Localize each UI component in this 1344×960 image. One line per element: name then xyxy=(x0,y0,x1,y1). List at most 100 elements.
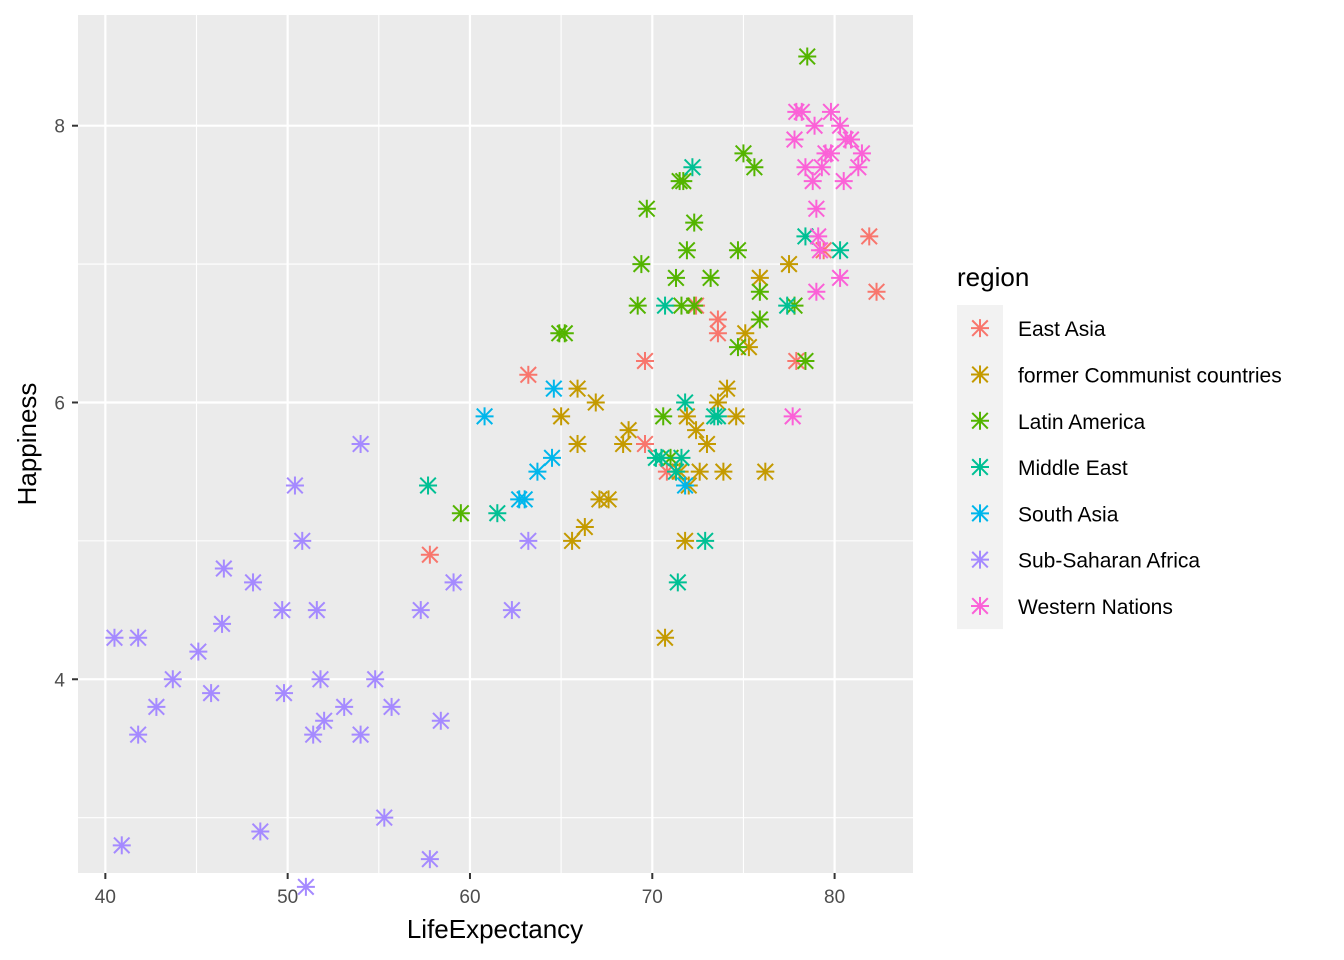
data-point xyxy=(555,324,574,343)
data-point xyxy=(718,379,737,398)
x-tick-label: 60 xyxy=(459,887,480,908)
legend-key-icon xyxy=(971,411,989,430)
data-point xyxy=(750,282,769,301)
data-point xyxy=(756,462,775,481)
data-point xyxy=(112,836,131,855)
data-point xyxy=(860,227,879,246)
x-tick-label: 50 xyxy=(277,887,298,908)
data-point xyxy=(488,504,507,523)
data-point xyxy=(628,296,647,315)
legend-key-icon xyxy=(971,365,989,384)
data-point xyxy=(728,241,747,260)
data-point xyxy=(251,822,270,841)
data-point xyxy=(656,296,675,315)
data-point xyxy=(213,614,232,633)
data-point xyxy=(668,573,687,592)
data-point xyxy=(685,213,704,232)
data-point xyxy=(335,697,354,716)
data-point xyxy=(502,601,521,620)
data-point xyxy=(568,435,587,453)
data-point xyxy=(586,393,605,412)
data-point xyxy=(202,684,221,703)
axes: 40 50 60 70 80 4 6 8 xyxy=(54,117,845,908)
data-point xyxy=(849,158,868,177)
data-point xyxy=(831,268,850,287)
data-point xyxy=(780,255,799,274)
data-point xyxy=(714,462,733,481)
legend-label: Western Nations xyxy=(1018,596,1173,619)
data-point xyxy=(285,476,304,495)
data-point xyxy=(685,296,704,315)
data-point xyxy=(189,642,208,661)
data-point xyxy=(727,407,746,426)
legend-key-icon xyxy=(971,319,989,338)
data-point xyxy=(683,158,702,177)
data-point xyxy=(563,531,582,550)
data-point xyxy=(635,435,654,453)
data-point xyxy=(519,365,538,384)
data-point xyxy=(803,172,822,191)
data-point xyxy=(831,241,850,260)
data-point xyxy=(129,628,148,647)
data-point xyxy=(419,476,438,495)
data-point xyxy=(163,670,182,689)
data-point xyxy=(867,282,886,301)
data-point xyxy=(451,504,470,523)
legend-label: East Asia xyxy=(1018,318,1106,341)
data-point xyxy=(809,227,828,246)
data-point xyxy=(632,255,651,274)
data-point xyxy=(812,158,831,177)
data-point xyxy=(792,102,811,121)
data-point xyxy=(375,808,394,827)
data-point xyxy=(619,421,638,440)
data-point xyxy=(697,435,716,453)
data-point xyxy=(147,697,166,716)
data-point xyxy=(654,407,673,426)
data-point xyxy=(382,697,401,716)
data-point xyxy=(420,850,439,869)
data-point xyxy=(293,531,312,550)
data-point xyxy=(105,628,124,647)
data-point xyxy=(677,241,696,260)
x-axis-title: LifeExpectancy xyxy=(407,914,583,944)
data-point xyxy=(796,351,815,370)
y-tick-label: 4 xyxy=(54,670,65,691)
legend-label: South Asia xyxy=(1018,503,1119,526)
data-point xyxy=(676,476,695,495)
legend: region East Asia former Communist countri… xyxy=(957,262,1282,630)
data-points xyxy=(105,47,886,896)
legend-key-icon xyxy=(971,596,989,615)
data-point xyxy=(708,407,727,426)
data-point xyxy=(807,282,826,301)
data-point xyxy=(315,711,334,730)
data-point xyxy=(307,601,326,620)
data-point xyxy=(745,158,764,177)
y-axis-title: Happiness xyxy=(12,383,42,506)
data-point xyxy=(734,144,753,163)
data-point xyxy=(351,725,370,744)
legend-key-icon xyxy=(971,504,989,523)
data-point xyxy=(805,116,824,135)
data-point xyxy=(515,490,534,509)
data-point xyxy=(676,393,695,412)
data-point xyxy=(785,130,804,149)
data-point xyxy=(821,102,840,121)
data-point xyxy=(750,310,769,329)
data-point xyxy=(842,130,861,149)
data-point xyxy=(311,670,330,689)
data-point xyxy=(807,199,826,218)
data-point xyxy=(275,684,294,703)
data-point xyxy=(666,462,685,481)
data-point xyxy=(431,711,450,730)
data-point xyxy=(599,490,618,509)
panel-background xyxy=(78,15,913,873)
data-point xyxy=(852,144,871,163)
data-point xyxy=(351,435,370,453)
data-point xyxy=(575,518,594,537)
data-point xyxy=(420,545,439,564)
data-point xyxy=(783,407,802,426)
legend-label: former Communist countries xyxy=(1018,364,1282,387)
data-point xyxy=(811,241,830,260)
x-tick-label: 80 xyxy=(824,887,845,908)
data-point xyxy=(544,379,563,398)
